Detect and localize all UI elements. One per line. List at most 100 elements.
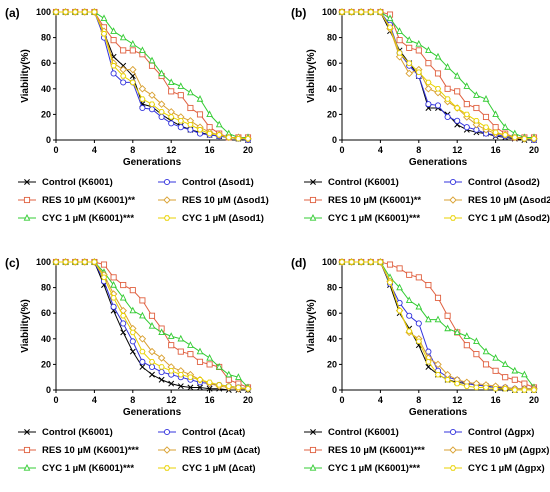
data-point xyxy=(511,366,519,374)
data-point xyxy=(492,124,499,131)
data-point xyxy=(52,9,60,15)
legend-item: RES 10 µM (Δcat) xyxy=(158,445,260,456)
data-point xyxy=(129,287,136,294)
data-point xyxy=(100,31,108,37)
legend-item: RES 10 µM (Δsod2) xyxy=(444,195,550,206)
data-point xyxy=(196,347,204,355)
panel-label: (b) xyxy=(291,6,306,20)
data-point xyxy=(415,302,423,310)
data-point xyxy=(119,293,127,301)
legend-marker xyxy=(449,465,457,471)
data-point xyxy=(139,348,146,355)
y-tick-label: 40 xyxy=(327,334,337,344)
x-tick-label: 4 xyxy=(378,395,383,405)
data-point xyxy=(244,136,252,142)
data-point xyxy=(158,369,165,376)
data-point xyxy=(149,371,155,378)
data-point xyxy=(473,104,480,112)
legend-item: RES 10 µM (K6001)*** xyxy=(304,445,425,456)
series-control-k6001 xyxy=(53,9,251,143)
data-point xyxy=(386,14,394,22)
data-point xyxy=(187,351,194,358)
series-control-mutant xyxy=(338,258,538,392)
data-point xyxy=(62,9,69,15)
data-point xyxy=(215,362,223,370)
x-tick-label: 12 xyxy=(166,395,176,405)
legend-marker xyxy=(23,196,31,204)
data-point xyxy=(454,380,461,387)
data-point xyxy=(396,265,403,272)
data-point xyxy=(425,60,432,67)
data-point xyxy=(501,123,509,130)
data-point xyxy=(377,9,384,15)
legend-label: Control (K6001) xyxy=(328,177,399,188)
legend-item: CYC 1 µM (K6001)*** xyxy=(304,463,420,474)
y-tick-label: 60 xyxy=(327,58,337,68)
data-point xyxy=(119,306,127,315)
legend-item: Control (Δgpx) xyxy=(444,427,534,438)
data-point xyxy=(196,358,204,365)
data-point xyxy=(511,387,518,393)
y-tick-label: 20 xyxy=(327,109,337,119)
data-point xyxy=(225,370,233,378)
data-point xyxy=(482,124,490,130)
data-point xyxy=(405,296,413,304)
data-point xyxy=(473,337,480,345)
data-point xyxy=(177,334,185,342)
legend-marker xyxy=(23,463,31,471)
data-point xyxy=(187,384,194,391)
x-tick-label: 20 xyxy=(529,145,539,155)
y-tick-label: 20 xyxy=(327,359,337,369)
data-point xyxy=(110,63,117,69)
data-point xyxy=(425,101,432,108)
data-point xyxy=(81,259,88,265)
data-point xyxy=(187,88,194,96)
legend-item: CYC 1 µM (Δgpx) xyxy=(444,463,545,474)
data-point xyxy=(530,136,538,142)
legend-marker xyxy=(23,213,31,221)
legend-marker xyxy=(309,196,317,204)
data-point xyxy=(406,44,413,51)
data-point xyxy=(216,382,223,388)
data-point xyxy=(168,88,175,95)
data-point xyxy=(225,134,232,141)
data-point xyxy=(158,328,165,336)
data-point xyxy=(425,46,432,54)
data-point xyxy=(110,70,117,77)
legend-label: RES 10 µM (K6001)** xyxy=(328,195,421,206)
y-tick-label: 100 xyxy=(322,257,337,267)
data-point xyxy=(120,47,127,54)
data-point xyxy=(511,376,518,383)
x-tick-label: 0 xyxy=(339,395,344,405)
data-point xyxy=(167,332,175,339)
x-tick-label: 8 xyxy=(416,145,421,155)
legend-item: RES 10 µM (K6001)** xyxy=(304,195,421,206)
data-point xyxy=(139,311,146,319)
data-point xyxy=(521,387,528,393)
data-point xyxy=(139,297,146,304)
x-tick-label: 8 xyxy=(130,395,135,405)
legend-label: CYC 1 µM (K6001)*** xyxy=(328,463,420,474)
y-tick-label: 80 xyxy=(41,283,51,293)
x-tick-label: 0 xyxy=(53,145,58,155)
data-point xyxy=(424,85,433,93)
data-point xyxy=(138,335,147,343)
legend-marker xyxy=(449,196,457,204)
data-point xyxy=(425,281,432,289)
legend-label: Control (Δsod2) xyxy=(468,177,540,188)
data-point xyxy=(148,101,156,107)
data-point xyxy=(129,73,136,79)
x-tick-label: 4 xyxy=(92,145,97,155)
legend-label: CYC 1 µM (K6001)*** xyxy=(42,213,134,224)
panel-label: (d) xyxy=(291,256,306,270)
data-point xyxy=(444,377,451,383)
data-point xyxy=(235,373,242,380)
legend-marker xyxy=(163,196,171,204)
data-point xyxy=(177,348,184,355)
data-point xyxy=(406,328,413,334)
data-point xyxy=(473,384,480,391)
data-point xyxy=(206,379,213,386)
data-point xyxy=(434,294,442,301)
data-point xyxy=(196,95,204,102)
legend-marker xyxy=(449,178,457,186)
